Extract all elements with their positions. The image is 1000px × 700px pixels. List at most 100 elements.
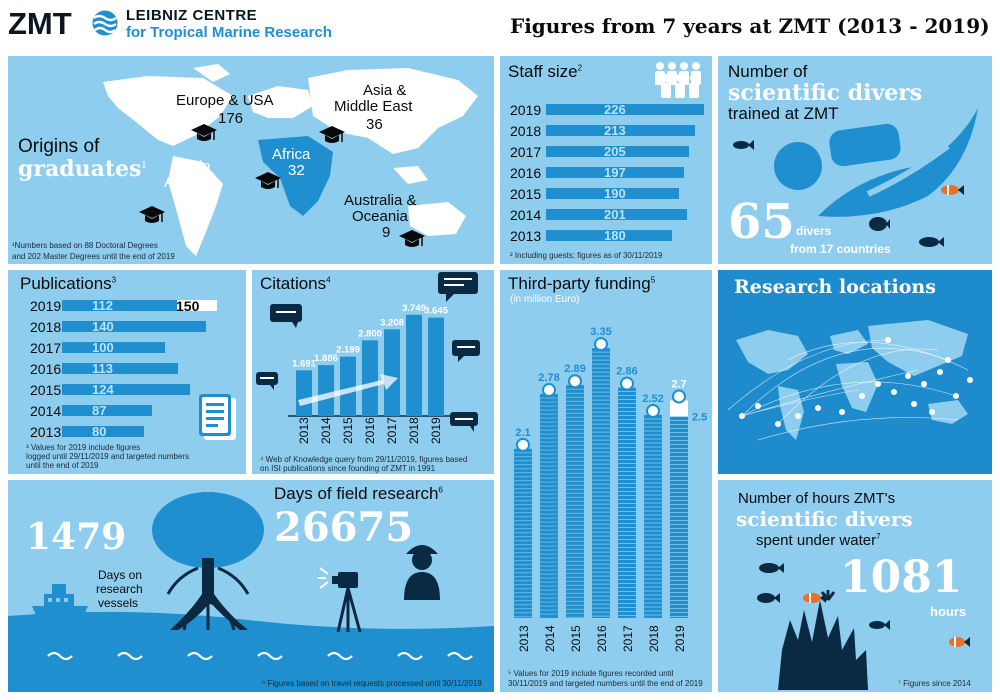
citations-title-text: Citations [260, 274, 327, 293]
funding-coin-top [594, 337, 608, 352]
dive-hours-footnote: ⁷ Figures since 2014 [898, 679, 971, 688]
citation-year-label: 2013 [297, 417, 311, 444]
fish-icon [949, 637, 970, 647]
staff-year-label: 2013 [510, 228, 542, 244]
funding-coin-stack [618, 387, 636, 618]
funding-coin-stack [566, 385, 584, 618]
footnote-mark: 7 [876, 532, 881, 541]
divers-sub: from 17 countries [790, 242, 891, 256]
staff-title-text: Staff size [508, 62, 578, 81]
publication-bar [62, 363, 178, 374]
region-name: Europe & USA [176, 92, 274, 109]
fish-icon [733, 140, 754, 150]
funding-coin-stack [592, 348, 610, 618]
graduates-title-line2: graduates1 [18, 156, 146, 182]
vessel-days-value: 1479 [26, 516, 127, 558]
region-value: 37 [186, 190, 203, 207]
publication-year-label: 2019 [30, 298, 62, 314]
graduates-footnote-line2: and 202 Master Degrees until the end of … [12, 252, 175, 261]
field-research-footnote: ⁶ Figures based on travel requests proce… [262, 679, 482, 688]
staff-year-label: 2017 [510, 144, 542, 160]
citation-bar [406, 314, 422, 416]
funding-value-label: 2.5 [692, 412, 707, 424]
divers-trained-value: 65 [728, 194, 795, 250]
footnote-mark: 2 [577, 63, 583, 73]
citations-bar-chart: 1.691 2013 1.886 2014 2.199 2015 2.800 2016 3.20… [288, 303, 450, 444]
funding-target-segment [670, 400, 688, 417]
citation-value-label: 3.749 [402, 303, 426, 314]
publication-bar-value: 113 [92, 361, 113, 376]
research-vessel-icon [32, 584, 88, 624]
citation-year-label: 2016 [363, 417, 377, 444]
funding-coin-stack [540, 394, 558, 618]
field-research-title-text: Days of field research [274, 484, 439, 503]
citation-value-label: 2.800 [358, 328, 382, 339]
citations-panel: Citations4 1.691 2013 1.886 2014 2.199 2015 2.… [252, 270, 494, 474]
funding-year-label: 2014 [543, 625, 557, 652]
camera-tripod-icon [318, 567, 362, 633]
funding-coin-top [516, 437, 530, 452]
speech-bubble-icon [452, 340, 480, 362]
divers-trained-panel: Number of scientific divers trained at Z… [718, 56, 992, 264]
publications-title-text: Publications [20, 274, 112, 293]
publications-footnote-line3: until the end of 2019 [26, 461, 99, 470]
graduation-cap-icon [191, 124, 217, 141]
region-name: Australia & [344, 192, 417, 209]
vessel-label-line2: research [96, 582, 143, 596]
graduates-title-line1: Origins of [18, 136, 100, 157]
staff-year-label: 2014 [510, 207, 542, 223]
divers-title-line2: scientific divers [728, 80, 923, 106]
dive-hours-unit: hours [930, 604, 967, 619]
region-value: 9 [382, 224, 391, 241]
publications-footnote-line2: logged until 29/11/2019 and targeted num… [26, 452, 190, 461]
staff-year-label: 2015 [510, 186, 542, 202]
staff-bar-value: 226 [604, 102, 626, 117]
staff-bar-value: 197 [604, 165, 626, 180]
fish-icon [759, 563, 784, 573]
publication-bar [62, 300, 177, 311]
footnote-mark: 3 [111, 275, 117, 285]
org-name-line1: LEIBNIZ CENTRE [126, 7, 258, 24]
funding-coin-stack-chart: 2.1 2013 2.78 2014 2.89 2015 3.35 2016 2.86 2017 2… [514, 326, 707, 652]
citation-value-label: 3.645 [424, 306, 448, 317]
funding-coin-top [620, 376, 634, 391]
funding-coin-stack [514, 448, 532, 618]
locations-title: Research locations [734, 276, 936, 298]
funding-target-label: 2.7 [671, 379, 686, 391]
publication-bar [62, 405, 152, 416]
funding-coin-stack [670, 416, 688, 618]
funding-title-text: Third-party funding [508, 274, 651, 293]
publication-bar-value: 140 [92, 319, 114, 334]
field-research-title: Days of field research6 [274, 484, 443, 504]
graduation-cap-icon [139, 206, 165, 223]
publication-year-label: 2018 [30, 319, 62, 335]
funding-year-label: 2015 [569, 625, 583, 652]
citations-title: Citations4 [260, 274, 331, 294]
dive-hours-title-line3: spent under water7 [756, 532, 881, 549]
publications-title: Publications3 [20, 274, 116, 294]
publication-bar-value: 124 [92, 382, 114, 397]
citation-bar [340, 356, 356, 416]
people-group-icon [655, 62, 701, 98]
citation-year-label: 2017 [385, 417, 399, 444]
field-research-panel: 1479 Days on research vessels Days of fi… [8, 480, 494, 692]
citation-value-label: 1.886 [314, 353, 338, 364]
publications-panel: Publications3 2019 150 112 2018 140 2017 100 20… [8, 270, 246, 474]
person-icon [404, 545, 440, 600]
speech-bubble-icon [256, 372, 278, 390]
page-title: Figures from 7 years at ZMT (2013 - 2019… [510, 14, 990, 38]
publications-footnote-line1: ³ Values for 2019 include figures [26, 443, 141, 452]
vessel-label-line3: vessels [98, 596, 139, 610]
staff-bar-value: 205 [604, 144, 626, 159]
funding-coin-stack [644, 415, 662, 618]
dive-hours-title-line2: scientific divers [736, 507, 913, 531]
graduation-cap-icon [255, 172, 281, 189]
dive-hours-title-line1: Number of hours ZMT's [738, 490, 896, 507]
staff-year-label: 2019 [510, 102, 542, 118]
staff-bar-value: 201 [604, 207, 626, 222]
region-name-2: America [164, 174, 220, 191]
funding-year-label: 2013 [517, 625, 531, 652]
publication-target-value: 150 [176, 298, 200, 314]
citation-bar [384, 329, 400, 416]
staff-footnote: ² Including guests; figures as of 30/11/… [510, 251, 663, 260]
